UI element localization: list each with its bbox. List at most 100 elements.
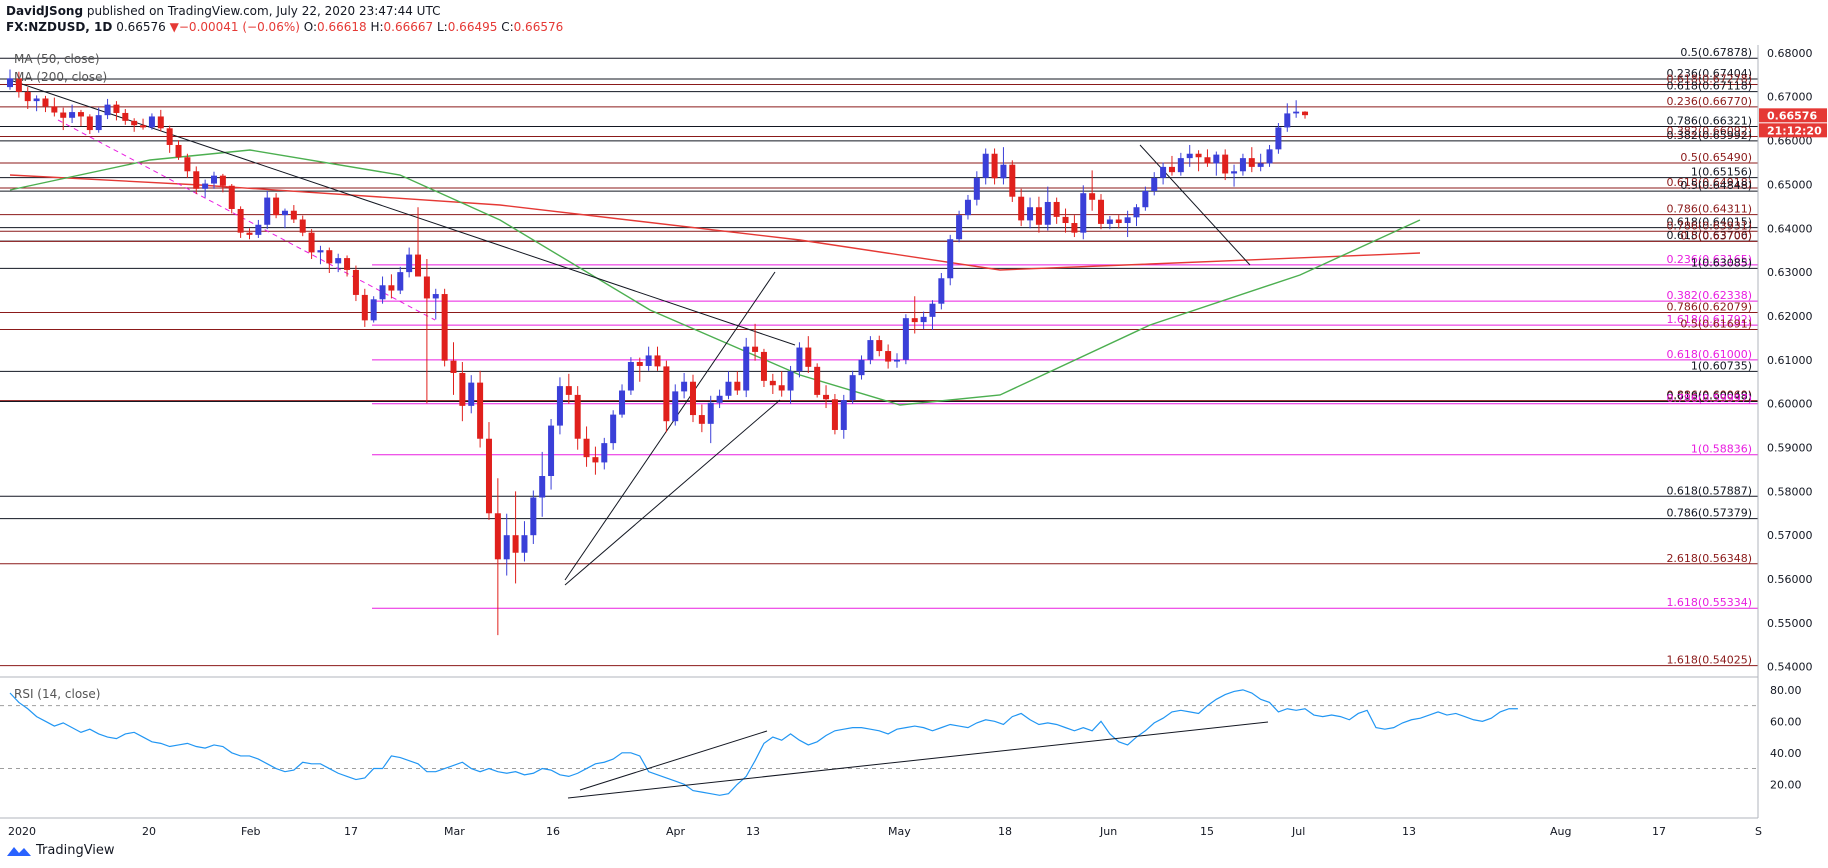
candle-body bbox=[672, 391, 679, 422]
candle bbox=[1098, 194, 1105, 230]
candle-body bbox=[140, 125, 147, 128]
price-change: −0.00041 (−0.06%) bbox=[178, 20, 300, 34]
candle bbox=[184, 153, 191, 178]
candle-body bbox=[211, 175, 218, 184]
rsi-line bbox=[9, 689, 1518, 796]
candle-body bbox=[592, 457, 599, 463]
candle-body bbox=[947, 239, 954, 279]
candle bbox=[450, 342, 457, 395]
candle bbox=[1044, 186, 1051, 231]
candle bbox=[583, 426, 590, 467]
candle-body bbox=[1302, 111, 1309, 116]
high-value: 0.66667 bbox=[383, 20, 434, 34]
candle-body bbox=[1177, 158, 1184, 173]
candle-body bbox=[716, 395, 723, 403]
candle bbox=[521, 521, 528, 562]
rsi-trendline bbox=[579, 730, 768, 791]
candle bbox=[441, 288, 448, 367]
candle-body bbox=[1062, 216, 1069, 224]
candle bbox=[175, 140, 182, 160]
fib-label: 0.618(0.57887) bbox=[1666, 484, 1752, 497]
price-tick-label: 0.67000 bbox=[1767, 91, 1813, 104]
candle bbox=[929, 300, 936, 330]
candle bbox=[246, 228, 253, 240]
rsi-tick-label: 80.00 bbox=[1770, 684, 1802, 697]
ohlc-line: FX:NZDUSD, 1D 0.66576 ▼−0.00041 (−0.06%)… bbox=[6, 19, 563, 35]
candle bbox=[1275, 123, 1282, 154]
candle-body bbox=[858, 359, 865, 376]
fib-label: 0.5(0.65490) bbox=[1680, 151, 1752, 164]
symbol-label[interactable]: FX:NZDUSD, 1D bbox=[6, 20, 113, 34]
price-tick-label: 0.60000 bbox=[1767, 398, 1813, 411]
candle-body bbox=[956, 215, 963, 240]
candle bbox=[840, 394, 847, 439]
candle-body bbox=[1239, 158, 1246, 172]
rsi-tick-label: 20.00 bbox=[1770, 778, 1802, 791]
candle bbox=[157, 109, 164, 132]
candle bbox=[734, 371, 741, 395]
candle bbox=[760, 348, 767, 387]
candle-body bbox=[1293, 111, 1300, 114]
candle bbox=[148, 113, 155, 130]
publish-info: published on TradingView.com, July 22, 2… bbox=[86, 4, 441, 18]
candle bbox=[1231, 164, 1238, 187]
candle bbox=[698, 404, 705, 433]
candle-body bbox=[69, 112, 76, 118]
candle-body bbox=[1027, 207, 1034, 221]
tradingview-logo[interactable]: TradingView bbox=[6, 843, 115, 858]
candle bbox=[512, 491, 519, 584]
candle-body bbox=[494, 513, 501, 560]
candle-body bbox=[184, 157, 191, 172]
fib-label: 0.786(0.62079) bbox=[1666, 301, 1752, 314]
candle bbox=[24, 87, 31, 110]
candle-body bbox=[1035, 207, 1042, 225]
candle bbox=[1115, 215, 1122, 229]
candle-body bbox=[1142, 191, 1149, 208]
price-tick-label: 0.58000 bbox=[1767, 485, 1813, 498]
candle-body bbox=[663, 366, 670, 422]
fib-label: 0.618(0.67278) bbox=[1666, 73, 1752, 86]
candle-body bbox=[370, 299, 377, 321]
candle-body bbox=[548, 425, 555, 477]
candle-body bbox=[920, 316, 927, 323]
candle-body bbox=[796, 347, 803, 372]
fib-label: 1.618(0.55334) bbox=[1666, 596, 1752, 609]
candle bbox=[1204, 149, 1211, 167]
time-tick-label: 13 bbox=[1402, 825, 1416, 838]
candle bbox=[69, 104, 76, 124]
candle bbox=[104, 98, 111, 120]
candle-body bbox=[281, 210, 288, 216]
price-tick-label: 0.65000 bbox=[1767, 178, 1813, 191]
candle bbox=[752, 323, 759, 361]
candle bbox=[166, 125, 173, 153]
candle-body bbox=[734, 381, 741, 391]
candle bbox=[308, 229, 315, 259]
candle bbox=[1080, 185, 1087, 240]
candle bbox=[1186, 144, 1193, 167]
candle bbox=[539, 451, 546, 517]
fib-label: 0.236(0.66770) bbox=[1666, 95, 1752, 108]
candle-body bbox=[610, 414, 617, 444]
candle-body bbox=[1133, 207, 1140, 218]
countdown-tag bbox=[1759, 123, 1827, 138]
candle-body bbox=[441, 294, 448, 361]
fib-label: 1(0.65156) bbox=[1691, 166, 1752, 179]
candle-body bbox=[938, 278, 945, 304]
candle bbox=[344, 255, 351, 277]
candle bbox=[503, 513, 510, 576]
candle-body bbox=[1168, 166, 1175, 173]
author-name[interactable]: DavidJSong bbox=[6, 4, 84, 18]
candle-body bbox=[352, 269, 359, 295]
candle-body bbox=[459, 372, 466, 406]
candle-body bbox=[973, 177, 980, 200]
candle-body bbox=[885, 351, 892, 362]
candle bbox=[255, 219, 262, 238]
candle bbox=[77, 109, 84, 127]
candle-body bbox=[1053, 201, 1060, 217]
candle bbox=[1053, 197, 1060, 224]
candle-body bbox=[1098, 199, 1105, 224]
candle-body bbox=[725, 381, 732, 396]
candle-body bbox=[645, 355, 652, 366]
candle bbox=[1062, 208, 1069, 233]
